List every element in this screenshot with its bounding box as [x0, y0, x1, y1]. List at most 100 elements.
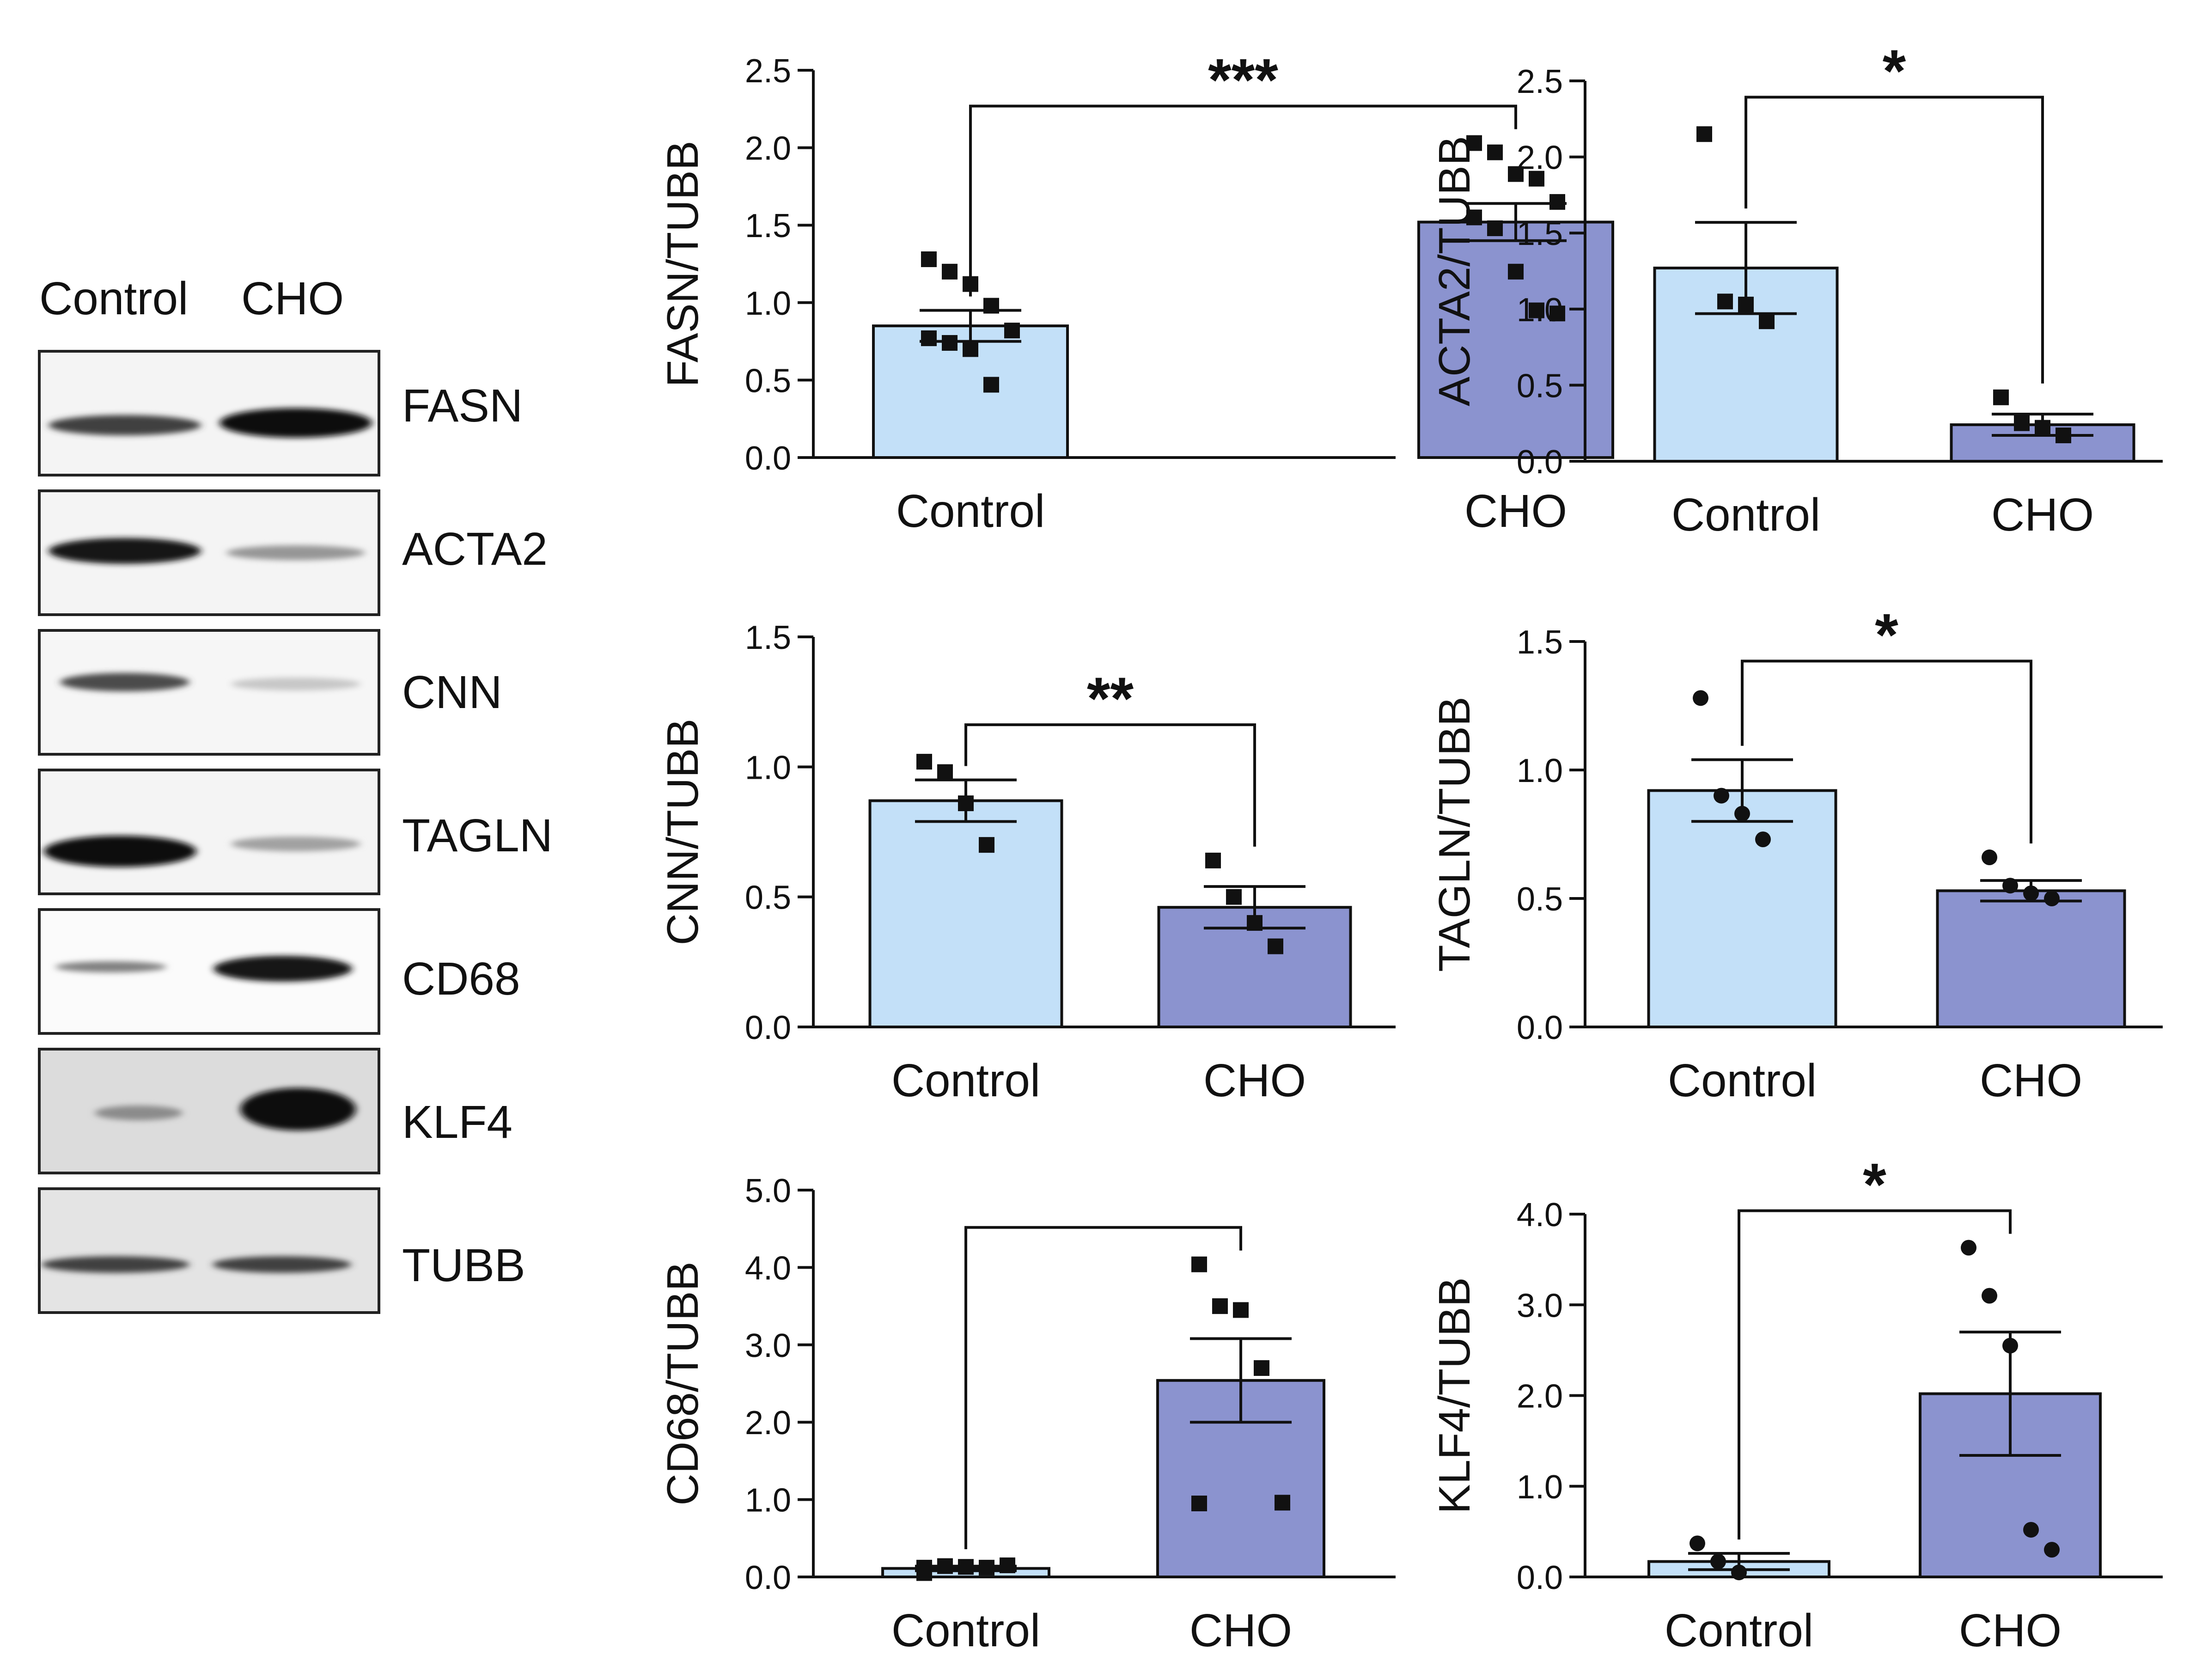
x-tick-label-acta2-cho: CHO: [1991, 489, 2094, 541]
band-klf4-cho: [240, 1088, 356, 1130]
x-tick-label-cd68-control: Control: [891, 1605, 1040, 1656]
band-cd68-cho: [213, 956, 352, 982]
significance-bracket-tagln: [1741, 660, 2032, 844]
data-point-fasn-control-8: [983, 377, 999, 393]
band-label-klf4: KLF4: [402, 1096, 512, 1148]
band-fasn-control: [49, 415, 201, 435]
band-tagln-control: [44, 836, 196, 867]
band-tubb-cho: [213, 1256, 351, 1273]
y-tick-label-acta2-2: 1.0: [1517, 292, 1563, 329]
bar-cnn-control: [868, 799, 1063, 1028]
data-point-fasn-control-0: [921, 251, 937, 267]
y-tick-label-cd68-0: 0.0: [745, 1559, 791, 1596]
blot-row-klf4: KLF4: [38, 1048, 512, 1174]
y-tick-label-fasn-2: 1.0: [745, 285, 791, 322]
y-tick-label-fasn-3: 1.5: [745, 208, 791, 244]
band-tagln-cho: [231, 837, 360, 851]
y-tick-label-tagln-0: 0.0: [1517, 1009, 1563, 1046]
chart-fasn: 0.0 0.5 1.0 1.5 2.0 2.5 FASN/TUBB Control CHO ***: [658, 46, 1614, 537]
x-tick-label-fasn-control: Control: [896, 485, 1045, 537]
y-axis-label-cd68: CD68/TUBB: [658, 1261, 708, 1505]
significance-stars-fasn: ***: [1208, 46, 1278, 114]
y-tick-label-tagln-3: 1.5: [1517, 624, 1563, 661]
y-tick-label-acta2-1: 0.5: [1517, 367, 1563, 404]
data-point-acta2-control-2: [1738, 296, 1754, 312]
data-point-acta2-control-0: [1696, 126, 1712, 142]
lane-label-cho: CHO: [241, 273, 344, 324]
data-point-klf4-cho-3: [2023, 1521, 2039, 1538]
y-tick-label-acta2-3: 1.5: [1517, 215, 1563, 252]
y-tick-label-cnn-1: 0.5: [745, 880, 791, 916]
blot-row-cnn: CNN: [38, 629, 502, 756]
chart-tagln: 0.0 0.5 1.0 1.5 TAGLN/TUBB Control CHO *: [1430, 601, 2163, 1106]
band-label-fasn: FASN: [402, 380, 523, 432]
y-tick-label-klf4-0: 0.0: [1517, 1559, 1563, 1596]
data-point-fasn-cho-7: [1508, 263, 1524, 280]
data-point-cd68-control-1: [937, 1558, 953, 1574]
data-point-cd68-cho-5: [1191, 1495, 1207, 1511]
data-point-fasn-control-1: [942, 263, 958, 280]
blot-frame-tubb: [38, 1187, 380, 1314]
data-point-fasn-control-7: [963, 341, 978, 357]
data-point-fasn-cho-8: [1529, 302, 1544, 318]
blot-frame-tagln: [38, 769, 380, 895]
data-point-cd68-control-2: [958, 1559, 974, 1575]
y-tick-label-acta2-0: 0.0: [1517, 444, 1563, 481]
data-point-klf4-control-1: [1710, 1553, 1726, 1570]
data-point-cd68-cho-0: [1191, 1256, 1207, 1272]
data-point-tagln-control-2: [1734, 806, 1750, 822]
data-point-acta2-cho-0: [1993, 389, 2009, 405]
y-tick-label-cd68-3: 3.0: [745, 1327, 791, 1364]
y-tick-label-cd68-2: 2.0: [745, 1405, 791, 1442]
significance-stars-tagln: *: [1875, 601, 1898, 668]
data-point-fasn-cho-1: [1487, 144, 1503, 160]
data-point-cd68-cho-3: [1254, 1360, 1269, 1376]
data-point-cnn-control-0: [916, 754, 932, 770]
data-point-cnn-cho-0: [1205, 852, 1221, 868]
data-point-cd68-control-3: [979, 1559, 994, 1576]
y-tick-label-fasn-4: 2.0: [745, 130, 791, 167]
significance-bracket-acta2: [1745, 96, 2044, 384]
data-point-fasn-control-3: [983, 298, 999, 314]
bar-tagln-cho: [1936, 889, 2126, 1028]
data-point-klf4-control-2: [1731, 1564, 1747, 1581]
band-cnn-cho: [231, 678, 360, 690]
data-point-tagln-cho-0: [1982, 849, 1997, 866]
chart-cnn: 0.0 0.5 1.0 1.5 CNN/TUBB Control CHO **: [658, 619, 1396, 1106]
data-point-fasn-control-4: [1004, 323, 1020, 339]
band-cd68-control: [55, 961, 166, 972]
significance-bracket-cd68: [964, 1226, 1242, 1549]
x-tick-label-cnn-cho: CHO: [1203, 1055, 1306, 1106]
x-tick-label-tagln-control: Control: [1668, 1055, 1817, 1106]
y-tick-label-cd68-5: 5.0: [745, 1173, 791, 1210]
y-axis-label-cnn: CNN/TUBB: [658, 719, 708, 946]
band-label-tubb: TUBB: [402, 1240, 525, 1291]
blot-frame-cnn: [38, 629, 380, 756]
data-point-tagln-cho-1: [2002, 878, 2018, 894]
y-tick-label-klf4-2: 2.0: [1517, 1378, 1563, 1415]
data-point-cd68-cho-4: [1275, 1495, 1290, 1511]
chart-klf4: 0.0 1.0 2.0 3.0 4.0 KLF4/TUBB Control CHO *: [1430, 1151, 2163, 1656]
data-point-acta2-cho-2: [2035, 420, 2050, 436]
x-tick-label-acta2-control: Control: [1671, 489, 1820, 541]
significance-stars-acta2: *: [1883, 37, 1906, 104]
data-point-tagln-cho-2: [2023, 885, 2039, 901]
y-tick-label-tagln-1: 0.5: [1517, 881, 1563, 918]
significance-bracket-cnn: [964, 723, 1256, 847]
blot-row-acta2: ACTA2: [38, 489, 548, 616]
significance-bracket-klf4: [1738, 1209, 2012, 1539]
data-point-cnn-control-1: [937, 764, 953, 780]
y-tick-label-cnn-3: 1.5: [745, 619, 791, 656]
significance-stars-cnn: **: [1087, 665, 1134, 732]
band-label-tagln: TAGLN: [402, 810, 553, 861]
data-point-acta2-cho-3: [2056, 428, 2071, 444]
blot-row-tubb: TUBB: [38, 1187, 525, 1314]
data-point-fasn-cho-5: [1466, 209, 1482, 226]
data-point-cnn-control-3: [979, 837, 994, 853]
y-tick-label-klf4-1: 1.0: [1517, 1469, 1563, 1506]
significance-stars-klf4: *: [1863, 1151, 1886, 1218]
data-point-fasn-cho-2: [1508, 166, 1524, 182]
blot-row-tagln: TAGLN: [38, 769, 553, 895]
data-point-fasn-cho-6: [1487, 220, 1503, 236]
data-point-klf4-cho-1: [1982, 1288, 1997, 1304]
